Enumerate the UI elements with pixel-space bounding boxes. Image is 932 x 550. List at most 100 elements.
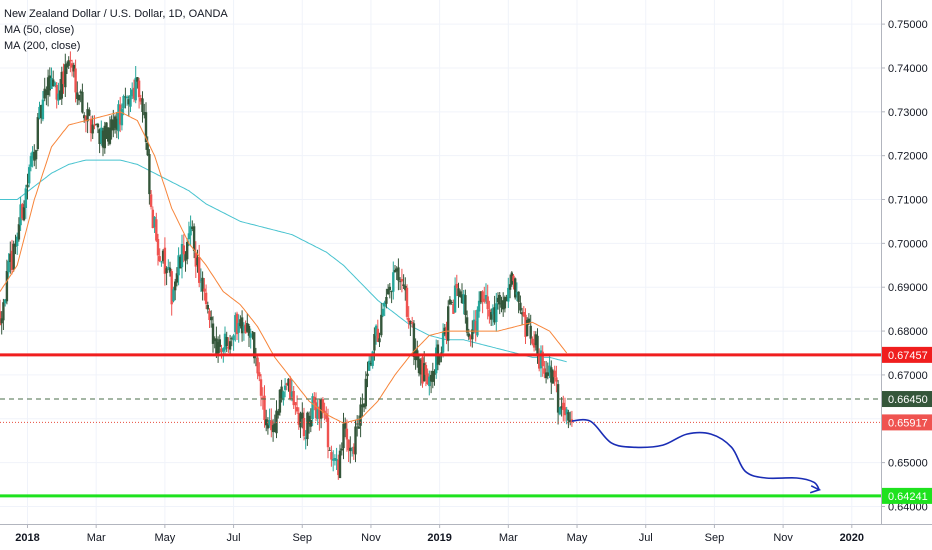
candle-9 <box>14 234 17 255</box>
candle-body-85 <box>144 112 148 142</box>
candle-88 <box>149 190 153 210</box>
candle-170 <box>290 379 294 402</box>
candle-body-168 <box>287 378 290 386</box>
candle-body-207 <box>354 426 357 455</box>
candle-197 <box>337 454 340 480</box>
candle-150 <box>256 354 259 380</box>
candle-body-60 <box>101 130 105 148</box>
candle-327 <box>560 397 563 417</box>
candle-67 <box>113 114 117 134</box>
candle-213 <box>364 371 367 410</box>
candle-body-96 <box>163 247 167 274</box>
candle-body-104 <box>177 255 180 276</box>
candle-47 <box>79 89 82 103</box>
candle-body-318 <box>544 372 548 379</box>
candle-11 <box>17 217 21 242</box>
candle-body-165 <box>282 391 285 401</box>
candle-body-90 <box>153 217 156 228</box>
candle-body-198 <box>338 450 342 479</box>
candle-body-171 <box>292 391 295 406</box>
candle-body-137 <box>234 315 237 333</box>
candle-287 <box>491 304 495 326</box>
candle-body-280 <box>479 291 483 303</box>
candle-body-124 <box>211 323 215 344</box>
candle-241 <box>412 320 416 366</box>
candle-73 <box>124 87 127 109</box>
candle-228 <box>390 290 393 304</box>
candle-140 <box>239 315 242 329</box>
candle-108 <box>184 251 187 272</box>
candle-body-222 <box>380 314 383 336</box>
candle-body-138 <box>235 313 239 335</box>
candle-313 <box>536 328 539 364</box>
candle-body-35 <box>58 90 62 100</box>
candle-133 <box>227 337 230 353</box>
candle-104 <box>177 247 180 286</box>
candle-143 <box>244 320 247 334</box>
candle-body-46 <box>77 95 81 101</box>
x-tick-label-9: Jul <box>639 532 653 544</box>
candle-body-32 <box>53 82 57 86</box>
candle-77 <box>131 82 134 100</box>
candle-166 <box>283 378 287 398</box>
candle-7 <box>10 239 14 275</box>
candle-321 <box>550 360 553 394</box>
candle-body-61 <box>103 125 106 149</box>
candle-body-223 <box>381 308 385 316</box>
candle-body-329 <box>563 407 567 416</box>
candle-179 <box>306 411 309 446</box>
candle-43 <box>72 62 75 78</box>
candle-body-297 <box>508 284 512 290</box>
candle-116 <box>198 244 201 288</box>
candle-31 <box>52 70 55 87</box>
candle-body-78 <box>132 87 136 99</box>
candle-body-12 <box>19 204 22 226</box>
candle-body-110 <box>187 233 191 240</box>
candle-body-177 <box>302 418 306 437</box>
candle-226 <box>386 284 390 296</box>
candle-body-65 <box>110 119 113 131</box>
candle-body-167 <box>285 383 288 385</box>
x-tick-label-12: 2020 <box>840 532 864 544</box>
candle-body-31 <box>52 79 55 86</box>
candle-body-298 <box>510 272 513 285</box>
candle-body-283 <box>484 295 488 300</box>
candle-198 <box>338 444 342 479</box>
price-badge-2: 0.65917 <box>882 414 932 431</box>
candle-106 <box>180 234 184 279</box>
candle-body-196 <box>335 458 338 461</box>
candle-body-332 <box>569 420 572 423</box>
candle-300 <box>514 277 517 300</box>
candle-297 <box>508 274 512 299</box>
candle-body-317 <box>543 368 546 374</box>
candle-275 <box>471 320 474 348</box>
candle-322 <box>551 369 555 384</box>
candle-body-118 <box>201 277 204 292</box>
candle-162 <box>277 408 280 419</box>
candle-71 <box>120 103 124 131</box>
candle-299 <box>512 274 515 290</box>
time-axis-background <box>0 524 932 550</box>
price-badge-bg-2 <box>882 414 932 431</box>
candle-body-113 <box>192 226 196 251</box>
candle-body-34 <box>57 93 60 101</box>
candle-120 <box>204 284 208 310</box>
candle-body-291 <box>498 295 501 305</box>
candle-205 <box>350 446 354 457</box>
candle-body-268 <box>459 291 462 297</box>
candle-203 <box>347 439 350 462</box>
candle-56 <box>95 123 98 126</box>
candle-body-71 <box>120 108 124 126</box>
candle-body-160 <box>273 423 276 433</box>
candle-282 <box>483 286 486 304</box>
candle-body-130 <box>222 348 225 352</box>
projection-layer <box>571 418 822 494</box>
price-badge-0: 0.67457 <box>882 346 932 363</box>
candle-body-122 <box>208 311 211 320</box>
candle-110 <box>187 221 191 247</box>
candle-body-175 <box>299 413 302 428</box>
candle-163 <box>278 389 282 416</box>
candle-235 <box>402 274 405 289</box>
